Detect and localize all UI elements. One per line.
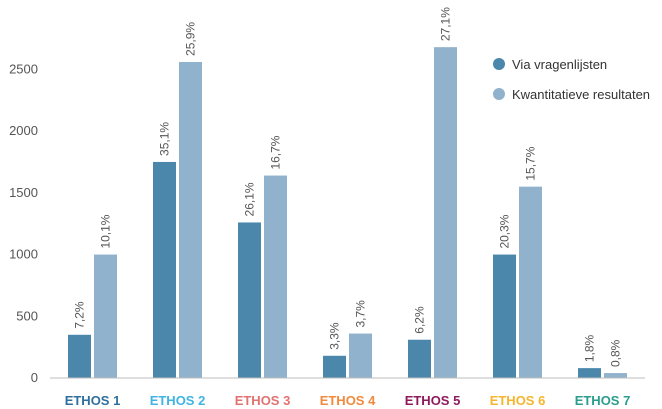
y-tick-label: 0 xyxy=(31,370,38,385)
bar-value-label: 3,7% xyxy=(354,300,368,328)
x-category-label: ETHOS 4 xyxy=(320,393,376,408)
bar-value-label: 3,3% xyxy=(328,322,342,350)
bar-kwantitatief xyxy=(179,61,202,378)
bar-value-label: 15,7% xyxy=(524,146,538,180)
legend-label: Via vragenlijsten xyxy=(512,57,607,72)
y-tick-label: 2000 xyxy=(9,123,38,138)
bar-value-label: 16,7% xyxy=(269,135,283,169)
bar-kwantitatief xyxy=(264,175,287,378)
y-tick-label: 1500 xyxy=(9,185,38,200)
legend-label: Kwantitatieve resultaten xyxy=(512,87,650,102)
bar-vragenlijsten xyxy=(408,339,431,378)
bar-value-label: 26,1% xyxy=(243,182,257,216)
bar-kwantitatief xyxy=(604,373,627,378)
bar-value-label: 27,1% xyxy=(439,7,453,41)
legend-marker xyxy=(493,58,505,70)
y-tick-label: 1000 xyxy=(9,247,38,262)
y-axis: 0 500 1000 1500 2000 2500 xyxy=(9,61,38,385)
bar-vragenlijsten xyxy=(493,254,516,378)
bar-value-label: 1,8% xyxy=(583,334,597,362)
x-category-label: ETHOS 1 xyxy=(65,393,121,408)
bar-value-label: 20,3% xyxy=(498,214,512,248)
x-category-label: ETHOS 3 xyxy=(235,393,291,408)
x-category-label: ETHOS 2 xyxy=(150,393,206,408)
bar-value-label: 35,1% xyxy=(158,122,172,156)
bar-vragenlijsten xyxy=(68,334,91,378)
x-category-label: ETHOS 7 xyxy=(575,393,631,408)
bar-vragenlijsten xyxy=(578,368,601,378)
x-category-label: ETHOS 6 xyxy=(490,393,546,408)
bar-value-label: 25,9% xyxy=(184,22,198,56)
legend: Via vragenlijsten Kwantitatieve resultate… xyxy=(493,57,650,102)
bar-value-label: 6,2% xyxy=(413,306,427,334)
bar-kwantitatief xyxy=(519,186,542,378)
bar-value-label: 10,1% xyxy=(99,214,113,248)
y-tick-label: 2500 xyxy=(9,61,38,76)
bar-value-label: 0,8% xyxy=(609,339,623,367)
bars xyxy=(68,47,627,378)
bar-kwantitatief xyxy=(94,254,117,378)
bar-vragenlijsten xyxy=(323,355,346,378)
bar-vragenlijsten xyxy=(153,161,176,378)
y-tick-label: 500 xyxy=(16,308,38,323)
x-axis: ETHOS 1 ETHOS 2 ETHOS 3 ETHOS 4 ETHOS 5 ETHOS… xyxy=(50,377,645,408)
bar-kwantitatief xyxy=(349,333,372,378)
bar-vragenlijsten xyxy=(238,222,261,378)
legend-marker xyxy=(493,88,505,100)
bar-kwantitatief xyxy=(434,47,457,378)
x-category-label: ETHOS 5 xyxy=(405,393,461,408)
bar-value-label: 7,2% xyxy=(73,301,87,329)
data-labels: 7,2% 10,1% 35,1% 25,9% 26,1% 16,7% 3,3% 3,7% 6,2… xyxy=(73,7,623,367)
